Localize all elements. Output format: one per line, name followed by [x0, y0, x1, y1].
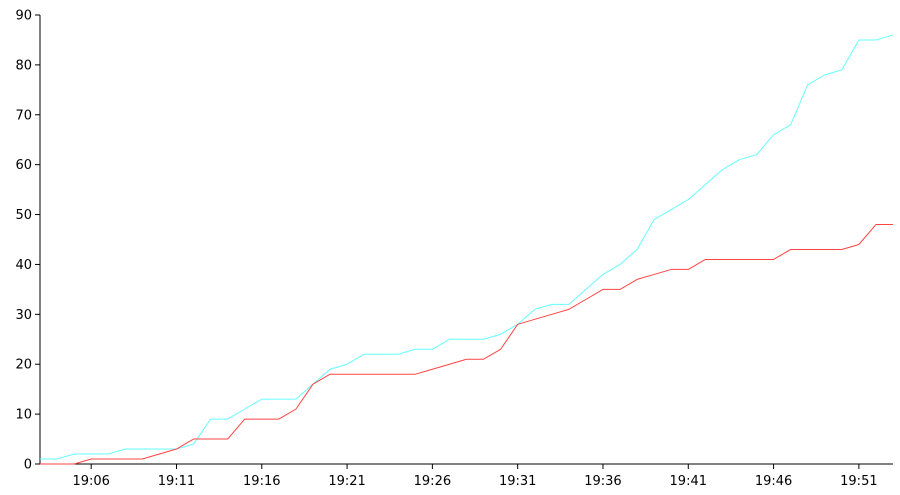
y-tick-label: 60 [15, 158, 32, 173]
y-axis: 0 10 20 30 40 50 60 70 80 90 [15, 9, 41, 473]
x-tick-label: 19:41 [670, 474, 707, 489]
y-tick-label: 40 [15, 258, 32, 273]
series-group [40, 34, 894, 465]
x-tick-label: 19:06 [72, 474, 109, 489]
y-tick-label: 30 [15, 308, 32, 323]
x-tick-label: 19:46 [755, 474, 792, 489]
x-tick-label: 19:21 [328, 474, 365, 489]
x-tick-label: 19:16 [243, 474, 280, 489]
x-tick-label: 19:31 [499, 474, 536, 489]
series-line-2 [40, 224, 893, 465]
x-tick-label: 19:36 [584, 474, 621, 489]
x-tick-label: 19:26 [414, 474, 451, 489]
y-tick-label: 10 [15, 408, 32, 423]
y-tick-label: 90 [15, 9, 32, 24]
y-tick-label: 50 [15, 208, 32, 223]
y-tick-label: 70 [15, 108, 32, 123]
x-axis: 19:06 19:11 19:16 19:21 19:26 19:31 19:36 19:41… [40, 463, 893, 489]
x-tick-label: 19:11 [158, 474, 195, 489]
y-tick-label: 80 [15, 58, 32, 73]
y-tick-label: 0 [24, 458, 32, 473]
y-tick-label: 20 [15, 358, 32, 373]
x-tick-label: 19:51 [840, 474, 877, 489]
series-line-1 [40, 34, 894, 460]
